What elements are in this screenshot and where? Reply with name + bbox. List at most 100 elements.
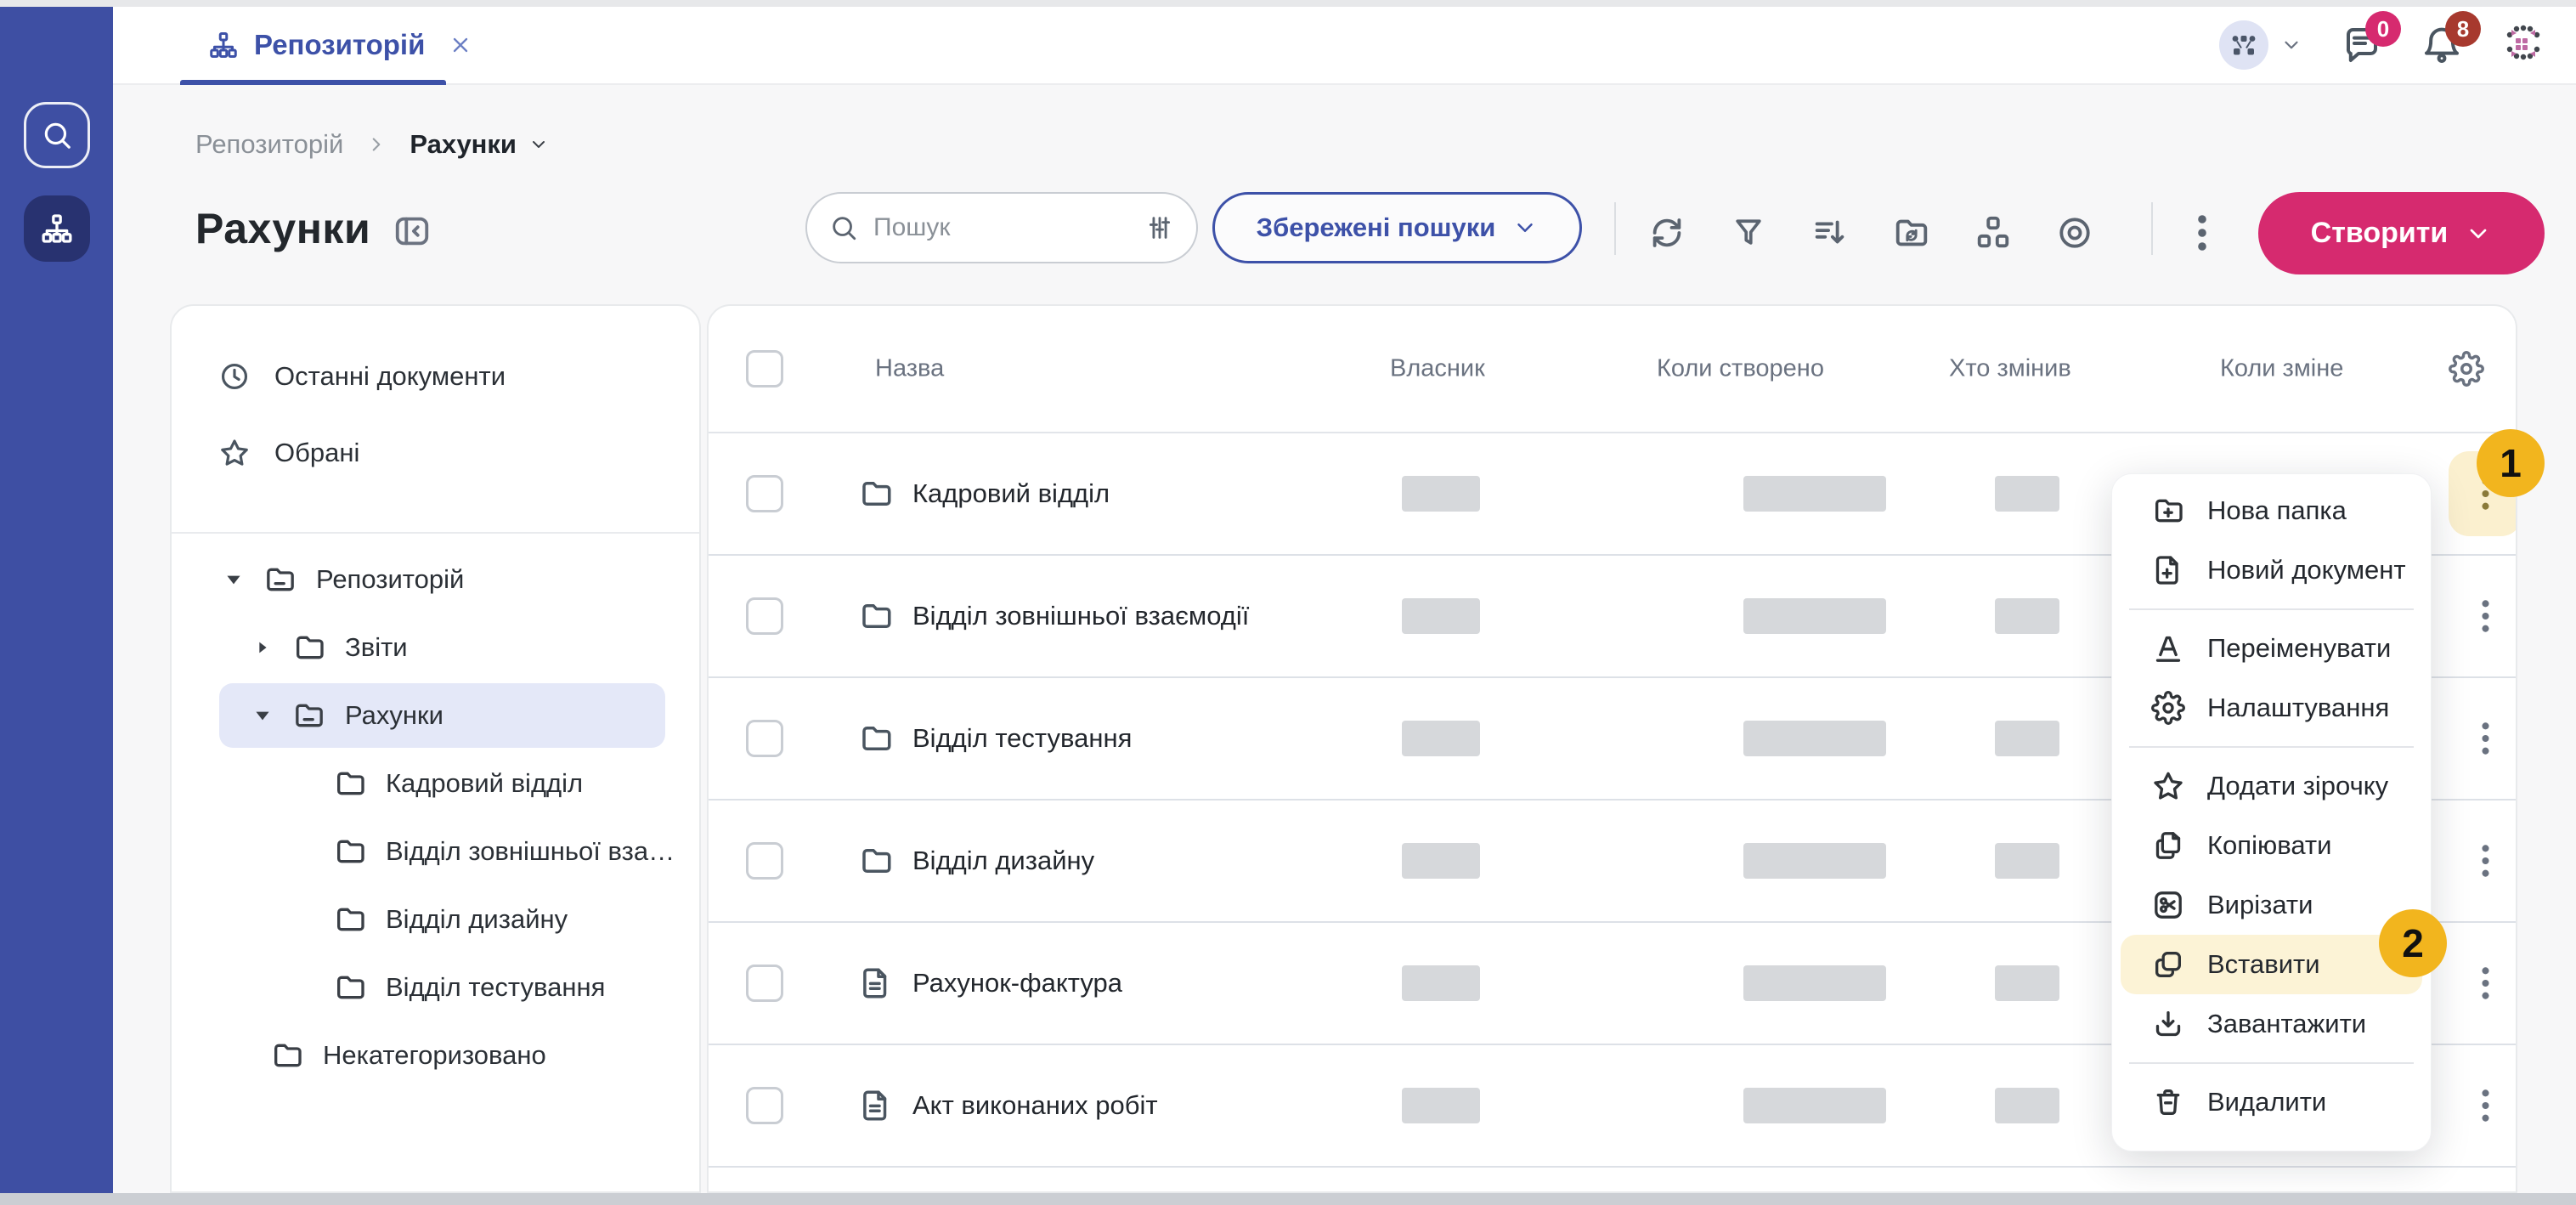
refresh-icon[interactable] bbox=[1647, 212, 1687, 253]
context-menu: Нова папка Новий документ Переіменувати … bbox=[2111, 473, 2432, 1151]
placeholder-bar bbox=[1743, 598, 1886, 634]
table-row[interactable]: Відділ тестування bbox=[709, 678, 2516, 801]
left-navbar bbox=[0, 7, 113, 1193]
table-row[interactable]: Акт виконаних робіт bbox=[709, 1045, 2516, 1168]
folder-icon bbox=[858, 721, 894, 756]
menu-item-delete[interactable]: Видалити bbox=[2112, 1072, 2431, 1132]
menu-item-new-folder[interactable]: Нова папка bbox=[2112, 481, 2431, 540]
workspace-switcher[interactable] bbox=[2219, 20, 2302, 70]
row-kebab-icon[interactable] bbox=[2449, 574, 2516, 659]
menu-item-add-star[interactable]: Додати зірочку bbox=[2112, 756, 2431, 816]
placeholder-bar bbox=[1995, 598, 2059, 634]
tree-item-design-department[interactable]: Відділ дизайну bbox=[172, 885, 699, 953]
row-kebab-icon[interactable] bbox=[2449, 818, 2516, 903]
concentric-circles-icon[interactable] bbox=[2054, 212, 2095, 253]
tree-item-invoices[interactable]: Рахунки bbox=[172, 682, 699, 750]
workspace-nodes-icon bbox=[2219, 20, 2268, 70]
search-input[interactable] bbox=[873, 213, 1130, 242]
tree-item-hr-department[interactable]: Кадровий відділ bbox=[172, 750, 699, 817]
window-top-edge bbox=[0, 0, 2576, 7]
tree-item-reports[interactable]: Звіти bbox=[172, 614, 699, 682]
favorites-label: Обрані bbox=[274, 438, 360, 467]
caret-down-icon[interactable] bbox=[251, 704, 274, 727]
row-name[interactable]: Відділ дизайну bbox=[912, 846, 1095, 875]
gear-icon[interactable] bbox=[2449, 351, 2484, 387]
row-kebab-icon[interactable] bbox=[2449, 941, 2516, 1026]
blocks-icon[interactable] bbox=[1973, 212, 2014, 253]
tree-item-testing-department[interactable]: Відділ тестування bbox=[172, 953, 699, 1021]
column-header-modified-at[interactable]: Коли зміне bbox=[2220, 354, 2344, 382]
saved-searches-button[interactable]: Збережені пошуки bbox=[1212, 192, 1582, 263]
menu-item-copy[interactable]: Копіювати bbox=[2112, 816, 2431, 875]
row-name[interactable]: Акт виконаних робіт bbox=[912, 1090, 1158, 1120]
collapse-panel-icon[interactable] bbox=[393, 212, 432, 251]
row-name[interactable]: Відділ зовнішньої взаємодії bbox=[912, 601, 1250, 631]
row-name[interactable]: Відділ тестування bbox=[912, 723, 1133, 753]
caret-down-icon[interactable] bbox=[223, 569, 245, 591]
tab-close-icon[interactable] bbox=[449, 33, 472, 57]
folder-open-icon bbox=[292, 699, 326, 733]
row-checkbox[interactable] bbox=[746, 1087, 783, 1124]
row-name[interactable]: Рахунок-фактура bbox=[912, 968, 1122, 998]
menu-item-new-document[interactable]: Новий документ bbox=[2112, 540, 2431, 600]
tab-repository[interactable]: Репозиторій bbox=[208, 7, 472, 83]
filter-sliders-icon[interactable] bbox=[1145, 213, 1174, 242]
menu-item-settings[interactable]: Налаштування bbox=[2112, 678, 2431, 738]
row-checkbox[interactable] bbox=[746, 965, 783, 1002]
column-header-owner[interactable]: Власник bbox=[1390, 354, 1485, 382]
placeholder-bar bbox=[1995, 1088, 2059, 1123]
column-header-created[interactable]: Коли створено bbox=[1657, 354, 1824, 382]
breadcrumb-current[interactable]: Рахунки bbox=[410, 129, 549, 160]
row-checkbox[interactable] bbox=[746, 597, 783, 635]
menu-item-download[interactable]: Завантажити bbox=[2112, 994, 2431, 1054]
chevron-down-icon bbox=[2465, 220, 2492, 247]
sitemap-icon bbox=[208, 30, 239, 60]
step-badge-2: 2 bbox=[2379, 909, 2447, 977]
download-icon bbox=[2151, 1007, 2185, 1041]
placeholder-bar bbox=[1402, 1088, 1480, 1123]
trash-icon bbox=[2151, 1085, 2185, 1119]
menu-item-paste[interactable]: Вставити bbox=[2121, 935, 2422, 994]
saved-searches-label: Збережені пошуки bbox=[1256, 212, 1496, 242]
avatar[interactable] bbox=[2501, 21, 2545, 70]
divider bbox=[1614, 202, 1616, 255]
placeholder-bar bbox=[1402, 965, 1480, 1001]
funnel-icon[interactable] bbox=[1728, 212, 1769, 253]
tree-item-external-department[interactable]: Відділ зовнішньої вза… bbox=[172, 817, 699, 885]
folder-tree: Репозиторій Звіти Рахунки bbox=[172, 534, 699, 1089]
folder-sync-icon[interactable] bbox=[1891, 212, 1932, 253]
placeholder-bar bbox=[1402, 721, 1480, 756]
caret-right-icon[interactable] bbox=[251, 638, 274, 657]
menu-item-cut[interactable]: Вирізати bbox=[2112, 875, 2431, 935]
menu-item-rename[interactable]: Переіменувати bbox=[2112, 619, 2431, 678]
paste-icon bbox=[2151, 948, 2185, 982]
breadcrumb-root[interactable]: Репозиторій bbox=[195, 129, 344, 159]
row-checkbox[interactable] bbox=[746, 475, 783, 512]
gear-icon bbox=[2151, 691, 2185, 725]
global-search-button[interactable] bbox=[23, 102, 90, 168]
more-actions-kebab-icon[interactable] bbox=[2180, 211, 2224, 255]
topbar: Репозиторій 0 bbox=[113, 7, 2576, 85]
placeholder-bar bbox=[1402, 843, 1480, 879]
row-kebab-icon[interactable] bbox=[2449, 1063, 2516, 1148]
tree-item-repository[interactable]: Репозиторій bbox=[172, 546, 699, 614]
row-name[interactable]: Кадровий відділ bbox=[912, 478, 1110, 508]
row-kebab-icon[interactable] bbox=[2449, 696, 2516, 781]
repository-nav-button[interactable] bbox=[23, 195, 90, 262]
notifications-button[interactable]: 8 bbox=[2421, 11, 2481, 65]
favorites-item[interactable]: Обрані bbox=[172, 415, 699, 491]
sort-icon[interactable] bbox=[1810, 212, 1850, 253]
horizontal-scrollbar[interactable] bbox=[0, 1193, 2576, 1205]
table-header: Назва Власник Коли створено Хто змінив К… bbox=[709, 306, 2516, 433]
folder-icon bbox=[292, 631, 326, 665]
create-button[interactable]: Створити bbox=[2258, 192, 2545, 274]
select-all-checkbox[interactable] bbox=[746, 350, 783, 388]
recent-documents-item[interactable]: Останні документи bbox=[172, 338, 699, 415]
row-checkbox[interactable] bbox=[746, 842, 783, 880]
column-header-modified-by[interactable]: Хто змінив bbox=[1949, 354, 2071, 382]
row-checkbox[interactable] bbox=[746, 720, 783, 757]
chat-button[interactable]: 0 bbox=[2342, 11, 2401, 65]
tree-item-uncategorized[interactable]: Некатегоризовано bbox=[172, 1021, 699, 1089]
column-header-name[interactable]: Назва bbox=[875, 354, 945, 382]
